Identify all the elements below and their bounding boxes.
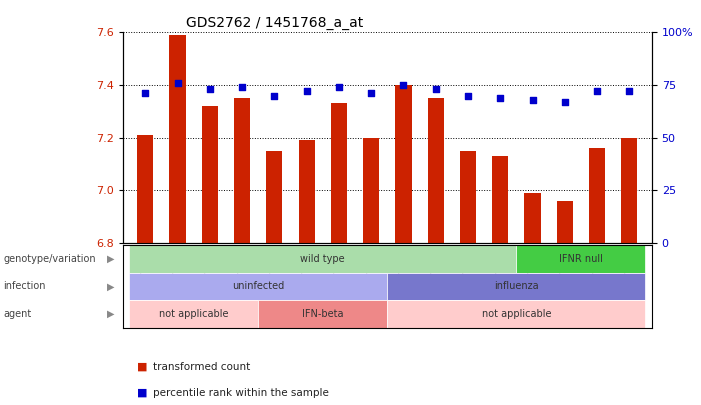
Bar <box>388 273 646 300</box>
Bar <box>170 35 186 243</box>
Text: ■: ■ <box>137 388 147 398</box>
Bar <box>363 138 379 243</box>
Bar <box>517 245 646 273</box>
Bar <box>129 273 388 300</box>
Point <box>430 86 442 92</box>
Point <box>236 84 247 90</box>
Point <box>463 92 474 99</box>
Text: genotype/variation: genotype/variation <box>4 254 96 264</box>
Bar <box>524 193 540 243</box>
Bar <box>234 98 250 243</box>
Text: wild type: wild type <box>301 254 345 264</box>
Text: uninfected: uninfected <box>232 281 285 291</box>
Bar <box>137 135 154 243</box>
Text: agent: agent <box>4 309 32 319</box>
Text: percentile rank within the sample: percentile rank within the sample <box>153 388 329 398</box>
Bar <box>492 156 508 243</box>
Text: ▶: ▶ <box>107 281 114 291</box>
Point <box>333 84 344 90</box>
Text: ■: ■ <box>137 362 147 371</box>
Point <box>495 94 506 101</box>
Bar <box>589 148 605 243</box>
Bar <box>460 151 476 243</box>
Text: IFNR null: IFNR null <box>559 254 603 264</box>
Point <box>398 82 409 88</box>
Text: IFN-beta: IFN-beta <box>302 309 343 319</box>
Text: not applicable: not applicable <box>482 309 551 319</box>
Bar <box>557 201 573 243</box>
Point <box>527 96 538 103</box>
Text: influenza: influenza <box>494 281 538 291</box>
Bar <box>621 138 637 243</box>
Bar <box>388 300 646 328</box>
Bar <box>395 85 411 243</box>
Bar <box>266 151 283 243</box>
Bar <box>129 245 517 273</box>
Point <box>624 88 635 95</box>
Point <box>204 86 215 92</box>
Bar <box>331 104 347 243</box>
Point <box>172 80 183 86</box>
Bar <box>258 300 388 328</box>
Point <box>301 88 312 95</box>
Text: infection: infection <box>4 281 46 291</box>
Text: ▶: ▶ <box>107 309 114 319</box>
Bar <box>428 98 444 243</box>
Point <box>365 90 376 97</box>
Point <box>592 88 603 95</box>
Point <box>139 90 151 97</box>
Text: not applicable: not applicable <box>159 309 229 319</box>
Bar <box>299 141 315 243</box>
Text: GDS2762 / 1451768_a_at: GDS2762 / 1451768_a_at <box>186 16 363 30</box>
Bar <box>202 106 218 243</box>
Text: transformed count: transformed count <box>153 362 250 371</box>
Text: ▶: ▶ <box>107 254 114 264</box>
Point <box>559 99 571 105</box>
Point <box>268 92 280 99</box>
Bar <box>129 300 258 328</box>
